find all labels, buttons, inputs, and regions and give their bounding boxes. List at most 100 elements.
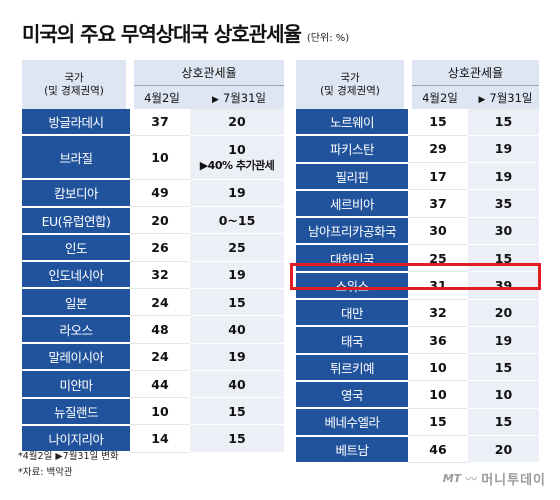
table-row: 베네수엘라 15 15 — [296, 408, 540, 437]
rate-jul-cell: 0~15 — [190, 206, 285, 235]
rate-apr-cell: 10 — [130, 397, 190, 426]
table-row: 영국 10 10 — [296, 380, 540, 410]
country-cell: 미얀마 — [22, 370, 130, 399]
rate-jul-cell: 35 — [468, 189, 540, 218]
country-header: 국가 (및 경제권역) — [296, 60, 412, 109]
rate-jul-note: ▶40% 추가관세 — [199, 158, 275, 172]
unit-label: (단위: %) — [306, 33, 350, 44]
table-row: 인도 26 25 — [22, 233, 285, 263]
rate-jul-cell: 25 — [190, 233, 285, 262]
country-cell: 세르비아 — [296, 189, 408, 219]
page-title: 미국의 주요 무역상대국 상호관세율 — [22, 22, 302, 46]
rate-jul-cell: 39 — [468, 271, 540, 300]
table-row: 필리핀 17 19 — [296, 162, 540, 191]
rate-jul-cell: 15 — [468, 109, 540, 136]
rate-apr-cell: 10 — [408, 380, 468, 409]
rate-apr-cell: 14 — [130, 424, 190, 453]
country-cell: 라오스 — [22, 315, 130, 345]
country-cell: 베트남 — [296, 435, 408, 464]
logo-mark: MT — [442, 472, 462, 485]
rate-apr-cell: 10 — [408, 353, 468, 382]
rate-jul-cell: 15 — [468, 408, 540, 437]
rate-jul-cell: 19 — [468, 326, 540, 355]
table-row: 대한민국 25 15 — [296, 244, 540, 273]
rate-apr-cell: 36 — [408, 326, 468, 355]
rate-jul-cell: 40 — [190, 315, 285, 344]
rate-apr-cell: 32 — [408, 299, 468, 327]
country-cell: 대만 — [296, 299, 408, 328]
rate-apr-cell: 44 — [130, 370, 190, 399]
rate-jul-cell: 15 — [190, 288, 285, 317]
rate-apr-cell: 24 — [130, 343, 190, 371]
arrow-icon: ▶ — [211, 94, 219, 105]
rate-apr-cell: 15 — [408, 408, 468, 437]
country-cell: 노르웨이 — [296, 109, 408, 137]
rate-apr-cell: 46 — [408, 435, 468, 464]
right-table-body: 노르웨이 15 15 파키스탄 29 19 필리핀 17 19 세르비아 37 35 남아프리카공화국 3… — [296, 109, 540, 464]
rate-jul-cell: 20 — [190, 109, 285, 136]
table-row: 베트남 46 20 — [296, 435, 540, 464]
col-apr-header: 4월2일 — [130, 85, 190, 109]
table-row: 대만 32 20 — [296, 299, 540, 328]
left-table-body: 방글라데시 37 20 브라질 10 10 ▶40% 추가관세 캄보디아 49 19 EU(유럽연합… — [22, 109, 285, 454]
table-row: 캄보디아 49 19 — [22, 179, 285, 208]
country-cell: 말레이시아 — [22, 343, 130, 372]
country-cell: 파키스탄 — [296, 135, 408, 164]
rate-apr-cell: 25 — [408, 244, 468, 273]
arrow-icon: ▶ — [478, 94, 486, 105]
rate-jul-cell: 19 — [468, 162, 540, 191]
rate-jul-cell: 15 — [468, 353, 540, 382]
table-row: 브라질 10 10 ▶40% 추가관세 — [22, 135, 285, 181]
country-cell: 뉴질랜드 — [22, 397, 130, 426]
rate-apr-cell: 17 — [408, 162, 468, 191]
rate-apr-cell: 10 — [130, 135, 190, 180]
title-block: 미국의 주요 무역상대국 상호관세율 (단위: %) — [22, 18, 349, 48]
rate-jul-cell: 19 — [190, 343, 285, 371]
country-cell: 스위스 — [296, 271, 408, 301]
rate-apr-cell: 24 — [130, 288, 190, 317]
rate-apr-cell: 31 — [408, 271, 468, 300]
table-row: 스위스 31 39 — [296, 271, 540, 301]
country-cell: 튀르키예 — [296, 353, 408, 382]
rate-apr-cell: 30 — [408, 217, 468, 245]
rate-group-header: 상호관세율 — [408, 60, 540, 86]
country-cell: 태국 — [296, 326, 408, 355]
rate-jul-cell: 19 — [190, 261, 285, 289]
table-row: 태국 36 19 — [296, 326, 540, 355]
rate-jul-cell: 15 — [190, 397, 285, 426]
rate-jul-cell: 40 — [190, 370, 285, 399]
table-row: 일본 24 15 — [22, 288, 285, 317]
rate-jul-cell: 20 — [468, 299, 540, 327]
rate-apr-cell: 32 — [130, 261, 190, 289]
footnote-change: *4월2일 ▶7월31일 변화 — [18, 451, 119, 462]
rate-apr-cell: 37 — [408, 189, 468, 218]
table-row: EU(유럽연합) 20 0~15 — [22, 206, 285, 235]
rate-jul-cell: 19 — [468, 135, 540, 164]
rate-jul-value: 10 — [228, 141, 246, 157]
rate-apr-cell: 26 — [130, 233, 190, 262]
table-row: 세르비아 37 35 — [296, 189, 540, 219]
country-cell: 나이지리아 — [22, 424, 130, 454]
table-row: 파키스탄 29 19 — [296, 135, 540, 164]
rate-jul-cell: 20 — [468, 435, 540, 464]
table-row: 튀르키예 10 15 — [296, 353, 540, 382]
country-cell: 방글라데시 — [22, 109, 130, 137]
country-header: 국가 (및 경제권역) — [22, 60, 134, 109]
rate-jul-cell: 30 — [468, 217, 540, 245]
country-cell: 캄보디아 — [22, 179, 130, 208]
highlight-box-switzerland — [290, 263, 541, 290]
country-cell: 영국 — [296, 380, 408, 410]
table-row: 라오스 48 40 — [22, 315, 285, 345]
country-cell: 일본 — [22, 288, 130, 317]
rate-jul-cell: 10 — [468, 380, 540, 409]
country-cell: 브라질 — [22, 135, 130, 181]
rate-apr-cell: 48 — [130, 315, 190, 344]
rate-jul-cell: 15 — [468, 244, 540, 273]
country-cell: 인도 — [22, 233, 130, 263]
rate-jul-cell: 15 — [190, 424, 285, 453]
right-tariff-table: 국가 (및 경제권역) 상호관세율 4월2일 ▶ 7월31일 노르웨이 15 15 파키스… — [296, 60, 540, 464]
col-jul-header: ▶ 7월31일 — [468, 85, 540, 109]
country-cell: 인도네시아 — [22, 261, 130, 290]
country-cell: EU(유럽연합) — [22, 206, 130, 235]
col-jul-header: ▶ 7월31일 — [190, 85, 285, 109]
